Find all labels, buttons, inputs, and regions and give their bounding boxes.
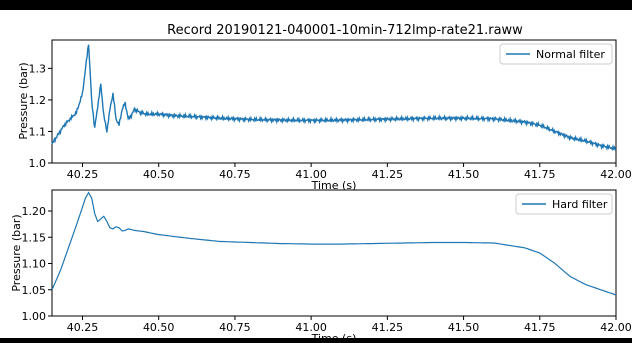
legend-label-hard: Hard filter [552, 198, 608, 211]
x-tick-label-normal: 42.00 [600, 168, 632, 181]
y-tick-label-hard: 1.20 [22, 205, 47, 218]
series-line-hard [51, 191, 617, 296]
x-tick-label-normal: 40.75 [219, 168, 251, 181]
x-axis-label-hard: Time (s) [311, 332, 357, 343]
x-tick-label-hard: 41.75 [524, 321, 556, 334]
y-tick-label-normal: 1.0 [29, 157, 47, 170]
y-axis-label-normal: Pressure (bar) [17, 62, 30, 139]
x-tick-label-hard: 41.25 [372, 321, 404, 334]
y-tick-label-hard: 1.15 [22, 231, 47, 244]
x-tick-label-hard: 40.50 [143, 321, 175, 334]
y-tick-label-hard: 1.00 [22, 310, 47, 323]
y-axis-label-hard: Pressure (bar) [10, 214, 23, 291]
y-tick-label-normal: 1.3 [29, 62, 47, 75]
x-tick-label-normal: 41.25 [372, 168, 404, 181]
x-tick-label-hard: 40.25 [67, 321, 99, 334]
x-tick-label-hard: 40.75 [219, 321, 251, 334]
chart-title: Record 20190121-040001-10min-712lmp-rate… [167, 23, 523, 38]
x-tick-label-normal: 41.75 [524, 168, 556, 181]
y-tick-label-hard: 1.10 [22, 258, 47, 271]
y-tick-label-normal: 1.2 [29, 94, 47, 107]
y-tick-label-normal: 1.1 [29, 125, 47, 138]
legend-hard: Hard filter [515, 193, 613, 215]
legend-normal: Normal filter [499, 43, 613, 65]
series-line-normal [51, 44, 617, 152]
x-axis-label-normal: Time (s) [311, 179, 357, 192]
legend-label-normal: Normal filter [536, 48, 605, 61]
panel-hard-filter: Time (s) Pressure (bar) Hard filter 40.2… [10, 189, 632, 343]
top-border-bar [0, 0, 632, 10]
x-tick-label-hard: 41.50 [448, 321, 480, 334]
x-tick-label-hard: 42.00 [600, 321, 632, 334]
legend-box-normal [499, 43, 613, 65]
plot-frame-normal [51, 39, 617, 164]
x-tick-label-normal: 41.00 [295, 168, 327, 181]
legend-box-hard [515, 193, 613, 215]
x-tick-label-normal: 41.50 [448, 168, 480, 181]
panel-normal-filter: Time (s) Pressure (bar) Normal filter 40… [17, 39, 632, 192]
bottom-border-bar [0, 338, 632, 343]
y-tick-label-hard: 1.05 [22, 284, 47, 297]
plot-frame-hard [51, 189, 617, 317]
x-tick-label-normal: 40.50 [143, 168, 175, 181]
x-tick-label-normal: 40.25 [67, 168, 99, 181]
x-tick-label-hard: 41.00 [295, 321, 327, 334]
